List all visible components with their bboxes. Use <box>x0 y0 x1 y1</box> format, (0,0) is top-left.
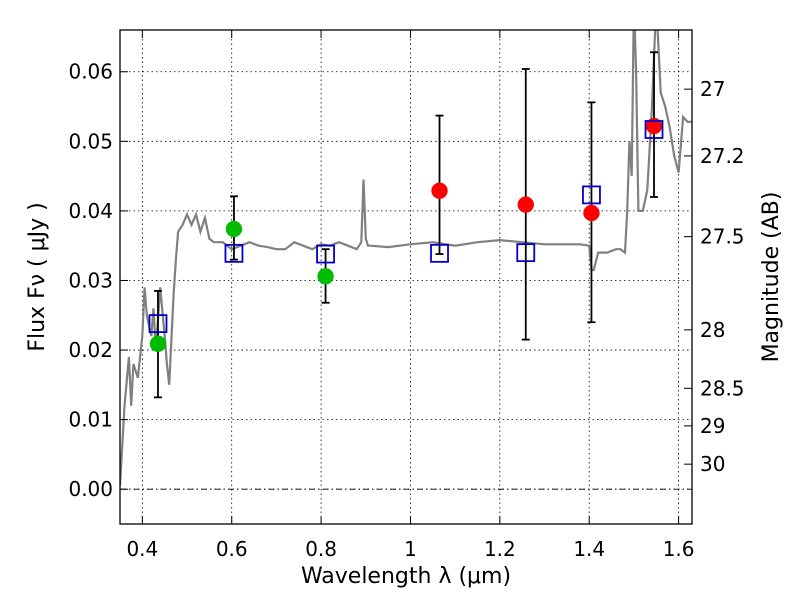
x-tick-label: 0.6 <box>216 537 248 561</box>
y-tick-label: 0.03 <box>68 268 113 292</box>
plot-frame <box>119 29 693 525</box>
y-tick-label: 0.02 <box>68 338 113 362</box>
model-marker <box>644 120 664 139</box>
y-tick-label: 0.06 <box>68 60 113 84</box>
space-marker <box>517 196 535 213</box>
template-spectrum-line <box>120 30 692 486</box>
model-marker <box>224 243 244 263</box>
model-marker <box>316 244 335 264</box>
model-marker <box>582 185 601 205</box>
x-tick-label: 0.4 <box>126 537 158 561</box>
y2-tick-label: 28.5 <box>700 376 745 400</box>
model-marker <box>430 243 449 263</box>
space-marker <box>583 204 600 222</box>
x-tick-label: 1.6 <box>663 537 695 561</box>
x-tick-label: 0.8 <box>305 537 337 561</box>
y2-tick-label: 28 <box>700 318 725 342</box>
y-tick-label: 0.00 <box>68 477 113 501</box>
y2-tick-label: 27.5 <box>700 225 745 249</box>
x-tick-label: 1 <box>404 537 417 561</box>
ground-marker <box>225 220 243 238</box>
y2-tick-label: 30 <box>700 452 725 476</box>
y2-tick-label: 27 <box>700 77 725 101</box>
y2-tick-label: 27.2 <box>700 144 745 168</box>
model-marker <box>516 243 536 263</box>
axis-ticks: 0.4 0.6 0.8 1 1.2 1.4 1.6 0.00 0.01 0.02 0.03 0.04 0… <box>68 30 745 561</box>
x-tick-label: 1.2 <box>484 537 516 561</box>
plot-background <box>120 30 692 524</box>
ground-marker <box>149 335 167 353</box>
data-markers <box>148 117 664 353</box>
ground-marker <box>317 268 334 285</box>
y-tick-label: 0.05 <box>68 129 113 153</box>
x-tick-label: 1.4 <box>573 537 605 561</box>
y-tick-label: 0.01 <box>68 408 113 432</box>
model-marker <box>148 314 168 334</box>
y2-axis-label: Magnitude (AB) <box>759 192 784 363</box>
y-tick-label: 0.04 <box>68 199 113 223</box>
y2-tick-label: 29 <box>700 414 725 438</box>
x-axis-label: Wavelength λ (μm) <box>301 564 511 589</box>
y-axis-label: Flux Fν ( μJy ) <box>25 202 50 351</box>
space-marker <box>431 182 448 199</box>
